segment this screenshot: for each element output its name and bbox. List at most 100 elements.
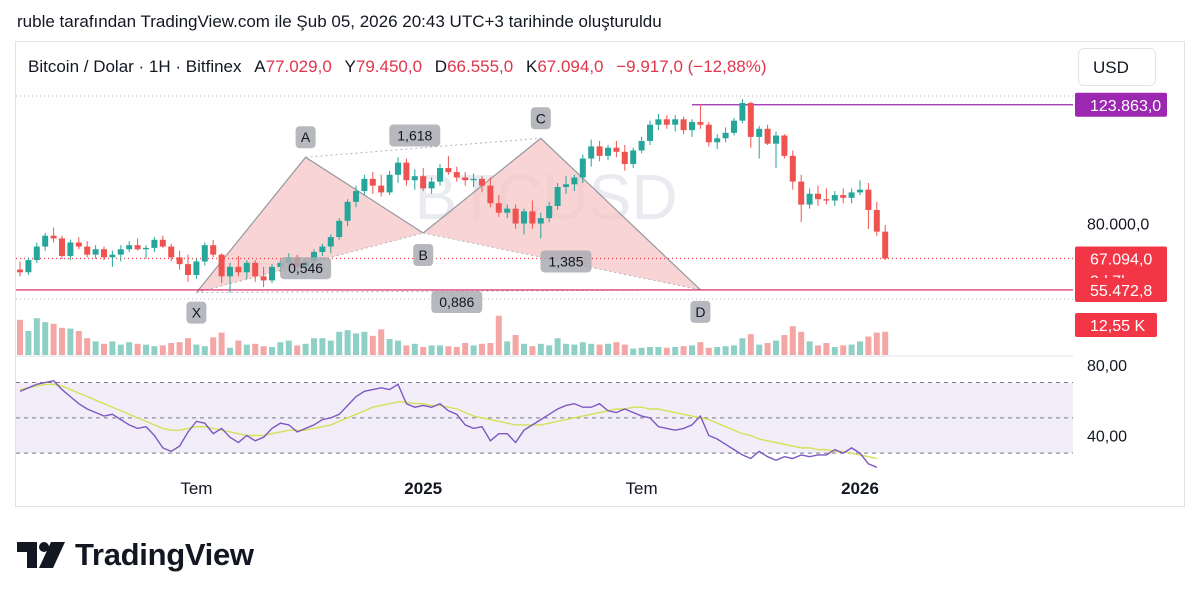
bcd-triangle	[423, 138, 701, 290]
candle-body	[537, 218, 544, 224]
volume-bar	[882, 331, 889, 355]
candle	[437, 163, 443, 186]
xb-dotted-line	[196, 232, 424, 294]
candle	[554, 182, 561, 210]
candle-body	[781, 135, 788, 156]
volume-bar	[25, 331, 32, 355]
volume-bar	[596, 344, 603, 355]
volume-bar	[663, 347, 670, 355]
candle-body	[840, 195, 847, 198]
candle-body	[17, 269, 23, 273]
candle	[697, 104, 704, 129]
pattern-point-D-bg	[690, 300, 711, 323]
pattern-point-A: A	[295, 126, 316, 149]
candle-body	[806, 193, 813, 205]
candle-body	[84, 246, 91, 255]
candle	[831, 191, 838, 206]
pattern-point-D-text: D	[695, 304, 705, 320]
pattern-point-B-bg	[413, 244, 434, 267]
candle	[353, 185, 359, 208]
candle-body	[865, 189, 872, 210]
symbol-title[interactable]: Bitcoin / Dolar · 1H · Bitfinex	[28, 57, 242, 76]
volume-bar	[84, 338, 91, 355]
rsi-tick-label: 80,00	[1087, 358, 1127, 375]
candle-body	[159, 239, 166, 247]
candle	[571, 174, 578, 192]
candle	[17, 261, 23, 277]
candle-body	[747, 103, 754, 137]
volume-bar	[747, 334, 754, 355]
candle	[159, 235, 166, 248]
candle-body	[453, 172, 460, 178]
candle	[25, 257, 32, 275]
volume-bar	[630, 348, 637, 355]
candle-body	[75, 242, 82, 247]
candle	[857, 180, 863, 196]
candle-body	[873, 210, 880, 232]
candle	[117, 245, 124, 262]
volume-bar	[554, 338, 561, 355]
ratio-label: 0,546	[280, 257, 332, 280]
chart-frame[interactable]: BTCUSDXABCD1,6180,5461,3850,88680.000,04…	[15, 41, 1185, 507]
candle-body	[386, 174, 393, 193]
candle-body	[344, 201, 351, 221]
candle	[59, 235, 65, 259]
candle	[546, 201, 553, 223]
candle	[75, 237, 82, 250]
candle-body	[168, 246, 175, 258]
candle-body	[411, 176, 418, 181]
volume-bar	[470, 345, 477, 355]
candle-body	[697, 122, 704, 125]
candle	[420, 168, 427, 192]
volume-bar	[386, 339, 393, 355]
volume-bar	[361, 331, 368, 355]
volume-bar	[269, 347, 275, 355]
candle	[235, 256, 242, 277]
pattern-point-D: D	[690, 300, 711, 323]
candle	[101, 246, 107, 261]
volume-pane	[17, 315, 889, 355]
candle	[252, 260, 259, 282]
volume-bar	[495, 315, 502, 355]
candle	[126, 241, 133, 252]
candle-body	[739, 103, 746, 121]
candle-body	[395, 162, 401, 175]
candle-body	[613, 147, 620, 152]
candle	[563, 176, 569, 194]
candle	[151, 237, 158, 252]
volume-bar	[865, 336, 872, 355]
candle	[50, 227, 57, 243]
tradingview-brand[interactable]: TradingView	[17, 537, 254, 573]
candle-body	[705, 124, 712, 143]
volume-bar	[512, 335, 519, 355]
candle	[92, 245, 99, 259]
candle	[227, 262, 233, 293]
volume-bar	[445, 346, 452, 355]
rsi-line	[19, 379, 878, 468]
ratio-label: 1,385	[540, 250, 592, 273]
candle-body	[588, 146, 595, 159]
volume-bar	[798, 331, 805, 355]
candle	[504, 204, 511, 219]
volume-bar	[579, 342, 586, 355]
candle	[865, 182, 872, 229]
chart-canvas[interactable]: BTCUSDXABCD1,6180,5461,3850,88680.000,04…	[16, 42, 1184, 506]
high-price-badge-text: 123.863,0	[1090, 98, 1161, 115]
candle-body	[663, 119, 670, 125]
candle-body	[59, 238, 65, 257]
currency-selector[interactable]: USD	[1078, 48, 1156, 86]
candle	[823, 188, 830, 205]
candle-body	[353, 191, 359, 202]
candle	[201, 242, 208, 266]
candle	[806, 188, 813, 209]
volume-bar	[101, 343, 107, 355]
volume-bar	[277, 342, 284, 355]
volume-bar	[285, 340, 292, 355]
volume-bar	[571, 344, 578, 355]
candle	[33, 242, 40, 263]
candle	[403, 158, 410, 186]
time-tick-label: Tem	[180, 479, 212, 498]
volume-bar	[378, 329, 385, 355]
candle-body	[235, 266, 242, 273]
volume-bar	[756, 344, 763, 355]
